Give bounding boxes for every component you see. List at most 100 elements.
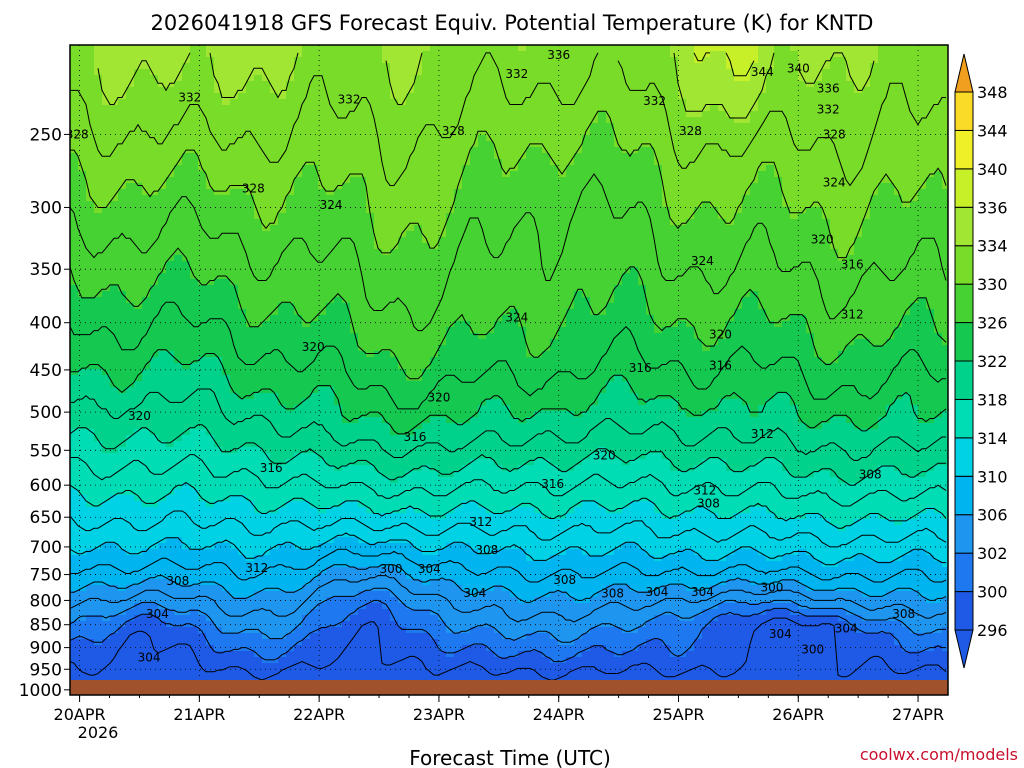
field-cell (422, 621, 431, 628)
field-cell (166, 57, 175, 64)
field-cell (182, 129, 191, 136)
field-cell (286, 81, 295, 88)
field-cell (190, 171, 199, 178)
field-cell (174, 147, 183, 154)
field-cell (126, 483, 135, 490)
field-cell (270, 165, 279, 172)
field-cell (238, 567, 247, 574)
field-cell (366, 387, 375, 394)
field-cell (374, 531, 383, 538)
field-cell (78, 153, 87, 160)
field-cell (230, 291, 239, 298)
field-cell (374, 189, 383, 196)
field-cell (150, 609, 159, 616)
field-cell (406, 135, 415, 142)
field-cell (222, 315, 231, 322)
field-cell (398, 243, 407, 250)
field-cell (86, 351, 95, 358)
field-cell (110, 393, 119, 400)
field-cell (102, 417, 111, 424)
field-cell (78, 423, 87, 430)
field-cell (294, 345, 303, 352)
field-cell (150, 159, 159, 166)
field-cell (198, 255, 207, 262)
field-cell (382, 45, 391, 52)
field-cell (430, 51, 439, 58)
field-cell (406, 69, 415, 76)
field-cell (326, 501, 335, 508)
field-cell (430, 189, 439, 196)
field-cell (150, 345, 159, 352)
field-cell (78, 243, 87, 250)
field-cell (246, 507, 255, 514)
field-cell (286, 105, 295, 112)
field-cell (350, 69, 359, 76)
field-cell (302, 381, 311, 388)
field-cell (310, 525, 319, 532)
field-cell (102, 105, 111, 112)
field-cell (398, 453, 407, 460)
field-cell (238, 573, 247, 580)
field-cell (270, 393, 279, 400)
field-cell (126, 369, 135, 376)
field-cell (174, 87, 183, 94)
field-cell (206, 243, 215, 250)
field-cell (190, 81, 199, 88)
field-cell (110, 225, 119, 232)
field-cell (198, 195, 207, 202)
field-cell (262, 213, 271, 220)
field-cell (238, 93, 247, 100)
field-cell (150, 87, 159, 94)
field-cell (390, 243, 399, 250)
field-cell (350, 141, 359, 148)
field-cell (118, 189, 127, 196)
field-cell (350, 657, 359, 664)
field-cell (86, 627, 95, 634)
field-cell (430, 363, 439, 370)
field-cell (262, 345, 271, 352)
field-cell (382, 159, 391, 166)
field-cell (142, 201, 151, 208)
field-cell (374, 93, 383, 100)
field-cell (390, 651, 399, 658)
field-cell (390, 441, 399, 448)
field-cell (198, 567, 207, 574)
field-cell (222, 285, 231, 292)
field-cell (350, 663, 359, 670)
field-cell (414, 393, 423, 400)
field-cell (134, 357, 143, 364)
field-cell (94, 93, 103, 100)
field-cell (414, 507, 423, 514)
field-cell (222, 159, 231, 166)
field-cell (342, 123, 351, 130)
field-cell (150, 321, 159, 328)
field-cell (310, 51, 319, 58)
field-cell (358, 393, 367, 400)
field-cell (94, 621, 103, 628)
field-cell (214, 195, 223, 202)
field-cell (302, 249, 311, 256)
field-cell (182, 471, 191, 478)
field-cell (126, 429, 135, 436)
field-cell (150, 303, 159, 310)
field-cell (334, 597, 343, 604)
field-cell (382, 309, 391, 316)
field-cell (190, 483, 199, 490)
field-cell (334, 495, 343, 502)
field-cell (86, 603, 95, 610)
field-cell (158, 489, 167, 496)
field-cell (94, 381, 103, 388)
field-cell (310, 123, 319, 130)
field-cell (78, 549, 87, 556)
field-cell (398, 117, 407, 124)
field-cell (78, 405, 87, 412)
field-cell (94, 447, 103, 454)
field-cell (414, 501, 423, 508)
field-cell (182, 99, 191, 106)
field-cell (238, 237, 247, 244)
field-cell (286, 333, 295, 340)
field-cell (406, 489, 415, 496)
field-cell (110, 315, 119, 322)
field-cell (294, 471, 303, 478)
field-cell (358, 345, 367, 352)
